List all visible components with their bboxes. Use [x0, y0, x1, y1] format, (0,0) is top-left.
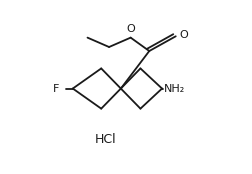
Text: HCl: HCl: [94, 133, 115, 146]
Text: F: F: [52, 84, 59, 94]
Text: O: O: [126, 24, 135, 34]
Text: NH₂: NH₂: [163, 84, 184, 94]
Text: O: O: [179, 30, 188, 40]
